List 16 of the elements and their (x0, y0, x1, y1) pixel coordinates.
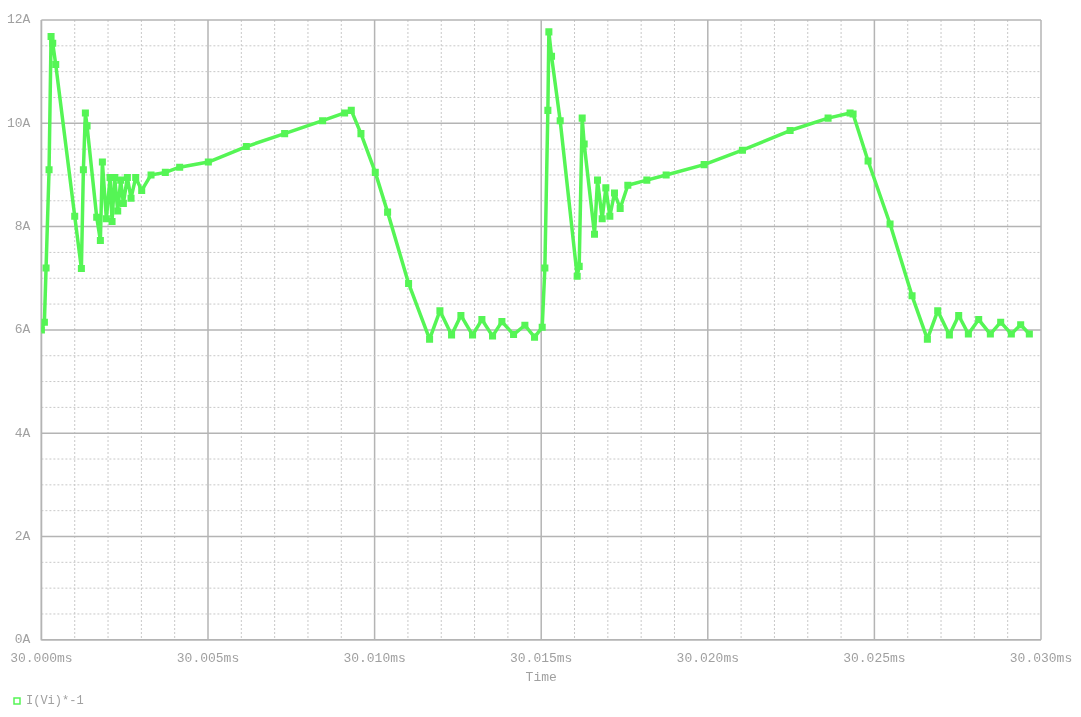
x-tick-label: 30.015ms (509, 651, 573, 667)
y-tick-label: 4A (14, 425, 31, 441)
y-tick-label: 0A (14, 632, 31, 648)
x-tick-label: 30.000ms (10, 651, 73, 667)
x-tick-label: 30.030ms (1009, 651, 1073, 667)
y-tick-label: 8A (14, 219, 31, 235)
y-tick-label: 10A (7, 115, 31, 131)
y-tick-label: 6A (14, 322, 31, 338)
x-axis-title: Time (525, 669, 557, 685)
x-tick-label: 30.010ms (343, 651, 406, 667)
x-tick-label: 30.025ms (843, 651, 906, 667)
y-tick-label: 12A (7, 12, 31, 28)
x-tick-label: 30.005ms (176, 651, 240, 667)
y-tick-label: 2A (14, 528, 31, 544)
legend-label: I(Vi)*-1 (26, 694, 84, 709)
x-tick-label: 30.020ms (676, 651, 740, 667)
